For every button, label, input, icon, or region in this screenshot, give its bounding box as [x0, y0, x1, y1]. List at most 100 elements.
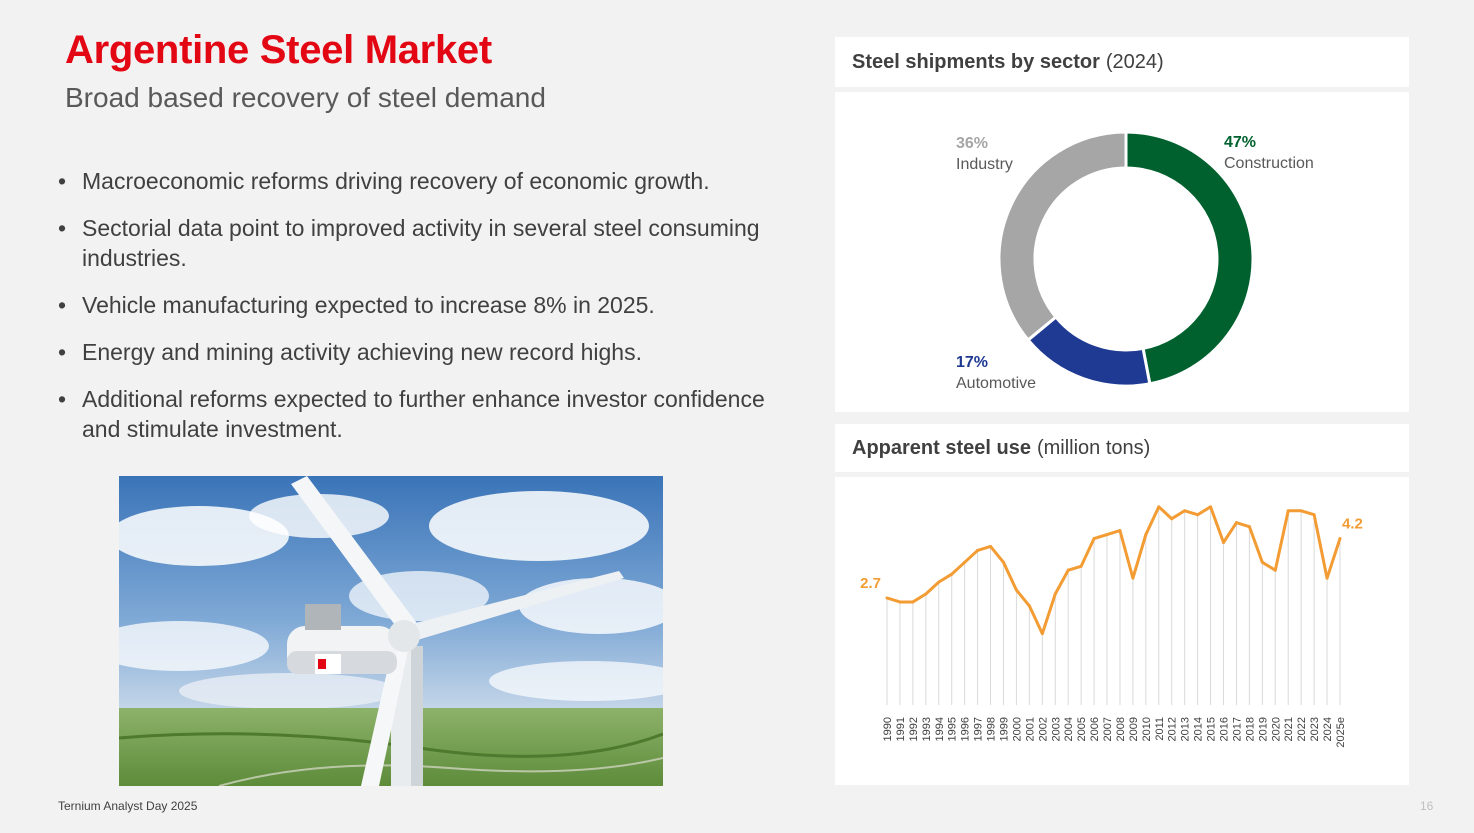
- data-point: [976, 548, 980, 552]
- data-point: [1118, 529, 1122, 533]
- donut-slice-construction: [1124, 130, 1255, 386]
- bullet-item: • Additional reforms expected to further …: [58, 384, 778, 444]
- x-tick-label: 2025e: [1335, 717, 1347, 748]
- data-point: [937, 580, 941, 584]
- data-point: [1247, 525, 1251, 529]
- donut-chart-title: Steel shipments by sector: [852, 50, 1100, 73]
- line-chart-title: Apparent steel use: [852, 436, 1031, 459]
- donut-chart-panel: 47% Construction 17% Automotive 36% Indu…: [835, 92, 1409, 412]
- x-tick-label: 2013: [1180, 717, 1192, 741]
- data-point: [1286, 509, 1290, 513]
- data-point: [1234, 521, 1238, 525]
- page-number: 16: [1420, 799, 1434, 813]
- wind-turbine-photo: [119, 476, 663, 786]
- x-tick-label: 1993: [921, 717, 933, 741]
- slice-pct-label: 17%: [956, 354, 989, 371]
- data-point: [1014, 588, 1018, 592]
- data-point: [898, 600, 902, 604]
- line-chart-subtitle: (million tons): [1036, 436, 1151, 459]
- data-point: [1222, 540, 1226, 544]
- bullet-marker: •: [58, 168, 67, 194]
- donut-chart: [997, 130, 1255, 388]
- data-point: [1092, 537, 1096, 541]
- donut-slice-industry: [997, 130, 1128, 343]
- series-line: [886, 505, 1342, 636]
- data-point: [1079, 564, 1083, 568]
- x-tick-label: 1998: [986, 717, 998, 741]
- data-label: 2.7: [860, 575, 881, 592]
- x-tick-label: 2021: [1283, 717, 1295, 741]
- x-tick-label: 2000: [1011, 717, 1023, 741]
- x-tick-label: 2012: [1167, 717, 1179, 741]
- x-tick-label: 2008: [1115, 717, 1127, 741]
- data-point: [1196, 513, 1200, 517]
- bullet-marker: •: [58, 339, 67, 365]
- data-point: [1157, 505, 1161, 509]
- x-tick-label: 2004: [1063, 717, 1075, 741]
- bullet-marker: •: [58, 215, 67, 241]
- x-tick-label: 1992: [908, 717, 920, 741]
- line-chart: 1990 1991 1992 1993 1994 1995 1996 1997 1998 1999…: [860, 505, 1363, 748]
- data-point: [1312, 513, 1316, 517]
- bullet-item: • Sectorial data point to improved activi…: [58, 213, 778, 273]
- data-point: [911, 600, 915, 604]
- bullet-item: • Macroeconomic reforms driving recovery …: [58, 166, 778, 196]
- data-point: [950, 572, 954, 576]
- x-tick-label: 2020: [1270, 717, 1282, 741]
- x-tick-label: 2023: [1309, 717, 1321, 741]
- x-tick-label: 2015: [1206, 717, 1218, 741]
- x-tick-label: 1996: [960, 717, 972, 741]
- x-tick-label: 2022: [1296, 717, 1308, 741]
- slice-pct-label: 47%: [1224, 134, 1257, 151]
- bullet-text: Macroeconomic reforms driving recovery o…: [82, 168, 710, 194]
- x-tick-label: 2024: [1322, 717, 1334, 741]
- footer-text: Ternium Analyst Day 2025: [58, 799, 198, 813]
- data-point: [1066, 568, 1070, 572]
- data-point: [1131, 576, 1135, 580]
- data-point: [1260, 560, 1264, 564]
- bullet-text: Additional reforms expected to further e…: [82, 386, 765, 442]
- data-point: [1040, 632, 1044, 636]
- x-tick-label: 2019: [1257, 717, 1269, 741]
- slice-name-label: Construction: [1224, 155, 1314, 172]
- x-tick-label: 2006: [1089, 717, 1101, 741]
- line-chart-panel: 1990 1991 1992 1993 1994 1995 1996 1997 1998 1999…: [835, 477, 1409, 785]
- data-point: [1144, 533, 1148, 537]
- data-point: [989, 544, 993, 548]
- line-chart-header: Apparent steel use (million tons): [835, 424, 1409, 472]
- page-subtitle: Broad based recovery of steel demand: [65, 82, 546, 113]
- x-tick-label: 2016: [1219, 717, 1231, 741]
- bullet-marker: •: [58, 292, 67, 318]
- donut-chart-subtitle: (2024): [1105, 50, 1164, 73]
- x-tick-label: 1997: [973, 717, 985, 741]
- x-tick-label: 2007: [1102, 717, 1114, 741]
- x-tick-label: 2014: [1193, 717, 1205, 741]
- data-point: [1053, 592, 1057, 596]
- data-label: 4.2: [1342, 516, 1363, 533]
- page-title: Argentine Steel Market: [65, 28, 492, 72]
- donut-chart-header: Steel shipments by sector (2024): [835, 37, 1409, 87]
- bullet-item: • Energy and mining activity achieving ne…: [58, 337, 778, 367]
- donut-label-automotive: 17% Automotive: [956, 352, 1036, 394]
- bullet-text: Vehicle manufacturing expected to increa…: [82, 292, 655, 318]
- x-tick-label: 2002: [1037, 717, 1049, 741]
- bullet-text: Energy and mining activity achieving new…: [82, 339, 642, 365]
- data-point: [1170, 517, 1174, 521]
- donut-label-industry: 36% Industry: [956, 133, 1013, 175]
- x-tick-label: 2003: [1050, 717, 1062, 741]
- slice-name-label: Automotive: [956, 375, 1037, 392]
- x-tick-label: 2001: [1024, 717, 1036, 741]
- data-point: [1338, 537, 1342, 541]
- data-point: [1273, 568, 1277, 572]
- data-point: [1105, 533, 1109, 537]
- donut-label-construction: 47% Construction: [1224, 132, 1314, 174]
- data-point: [1183, 509, 1187, 513]
- data-point: [963, 560, 967, 564]
- data-point: [885, 596, 889, 600]
- data-point: [1299, 509, 1303, 513]
- data-point: [1325, 576, 1329, 580]
- data-point: [1209, 505, 1213, 509]
- x-tick-label: 1999: [998, 717, 1010, 741]
- x-tick-label: 1994: [934, 717, 946, 741]
- slice-name-label: Industry: [956, 156, 1013, 173]
